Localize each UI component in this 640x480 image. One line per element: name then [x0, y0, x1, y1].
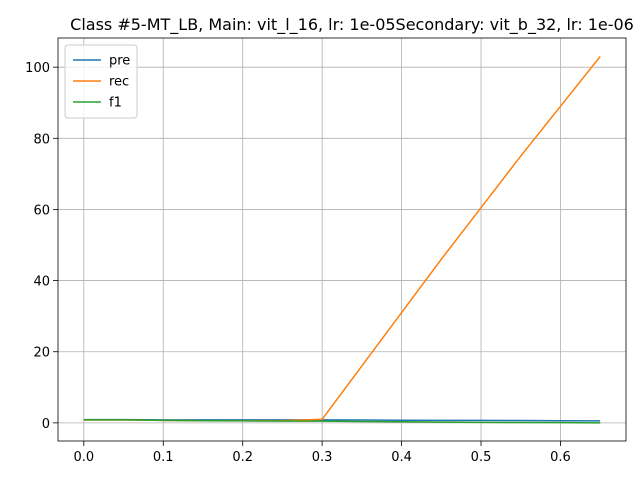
- x-tick-label: 0.6: [550, 450, 571, 465]
- series-line-f1: [83, 419, 601, 424]
- series-layer: [83, 56, 601, 424]
- legend-label-pre: pre: [109, 54, 130, 69]
- grid: [58, 38, 626, 441]
- x-tick-label: 0.2: [232, 450, 253, 465]
- y-tick-label: 40: [33, 275, 50, 290]
- chart-title: Class #5-MT_LB, Main: vit_l_16, lr: 1e-0…: [70, 15, 634, 35]
- y-tick-label: 80: [33, 132, 50, 147]
- y-tick-label: 20: [33, 346, 50, 361]
- x-tick-label: 0.5: [471, 450, 492, 465]
- x-tick-label: 0.0: [73, 450, 94, 465]
- y-tick-label: 60: [33, 203, 50, 218]
- legend-label-f1: f1: [109, 96, 122, 111]
- x-tick-label: 0.1: [153, 450, 174, 465]
- legend: pre rec f1: [64, 44, 138, 119]
- x-tick-label: 0.4: [391, 450, 412, 465]
- axes: 0.0 0.1 0.2 0.3 0.4 0.5 0.6 0 20 40 60 80 100: [25, 37, 627, 465]
- y-tick-label: 0: [42, 417, 50, 432]
- plot-frame: [57, 37, 627, 442]
- y-tick-label: 100: [25, 61, 50, 76]
- legend-label-rec: rec: [109, 75, 129, 90]
- x-tick-label: 0.3: [312, 450, 333, 465]
